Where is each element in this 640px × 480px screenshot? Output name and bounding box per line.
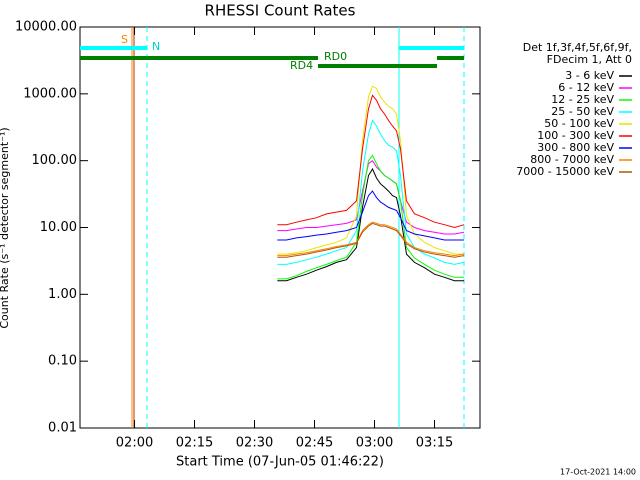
y-tick-label: 0.01 [48,421,77,436]
annotation-label: N [152,40,160,53]
y-tick-label: 0.10 [48,354,77,369]
legend-label: 7000 - 15000 keV [516,165,614,178]
legend-header: FDecim 1, Att 0 [547,53,632,66]
series-line [277,221,465,257]
y-tick-label: 100.00 [32,153,78,168]
y-tick-label: 10.00 [40,220,77,235]
series-line [277,190,465,241]
series-line [277,222,465,258]
annotation-label: S [121,33,128,46]
legend-label: 3 - 6 keV [565,69,614,82]
legend-label: 6 - 12 keV [558,81,614,94]
series-line [277,119,465,265]
x-tick-label: 02:15 [176,436,213,451]
annotation-label: RD4 [290,59,313,72]
legend-label: 50 - 100 keV [544,117,614,130]
x-tick-label: 03:00 [356,436,393,451]
y-tick-label: 1000.00 [23,86,77,101]
legend-label: 800 - 7000 keV [530,153,614,166]
annotation-label: RD0 [324,50,347,63]
legend-label: 100 - 300 keV [537,129,614,142]
legend-header: Det 1f,3f,4f,5f,6f,9f, [523,41,632,54]
footer: 17-Oct-2021 14:00 [560,468,636,477]
x-tick-label: 02:30 [236,436,273,451]
x-tick-label: 02:00 [116,436,153,451]
series-line [277,94,465,229]
x-tick-label: 03:15 [416,436,453,451]
chart-title: RHESSI Count Rates [205,2,356,20]
x-tick-label: 02:45 [296,436,333,451]
legend-label: 12 - 25 keV [551,93,614,106]
series-line [277,159,465,235]
y-tick-label: 10000.00 [15,20,77,35]
series-line [277,154,465,280]
series-line [277,85,465,255]
legend-label: 300 - 800 keV [537,141,614,154]
x-axis-label: Start Time (07-Jun-05 01:46:22) [176,455,384,470]
legend-label: 25 - 50 keV [551,105,614,118]
y-axis-label: Count Rate (s⁻¹ detector segment⁻¹) [0,127,11,328]
series-line [277,167,465,282]
y-tick-label: 1.00 [48,287,77,302]
